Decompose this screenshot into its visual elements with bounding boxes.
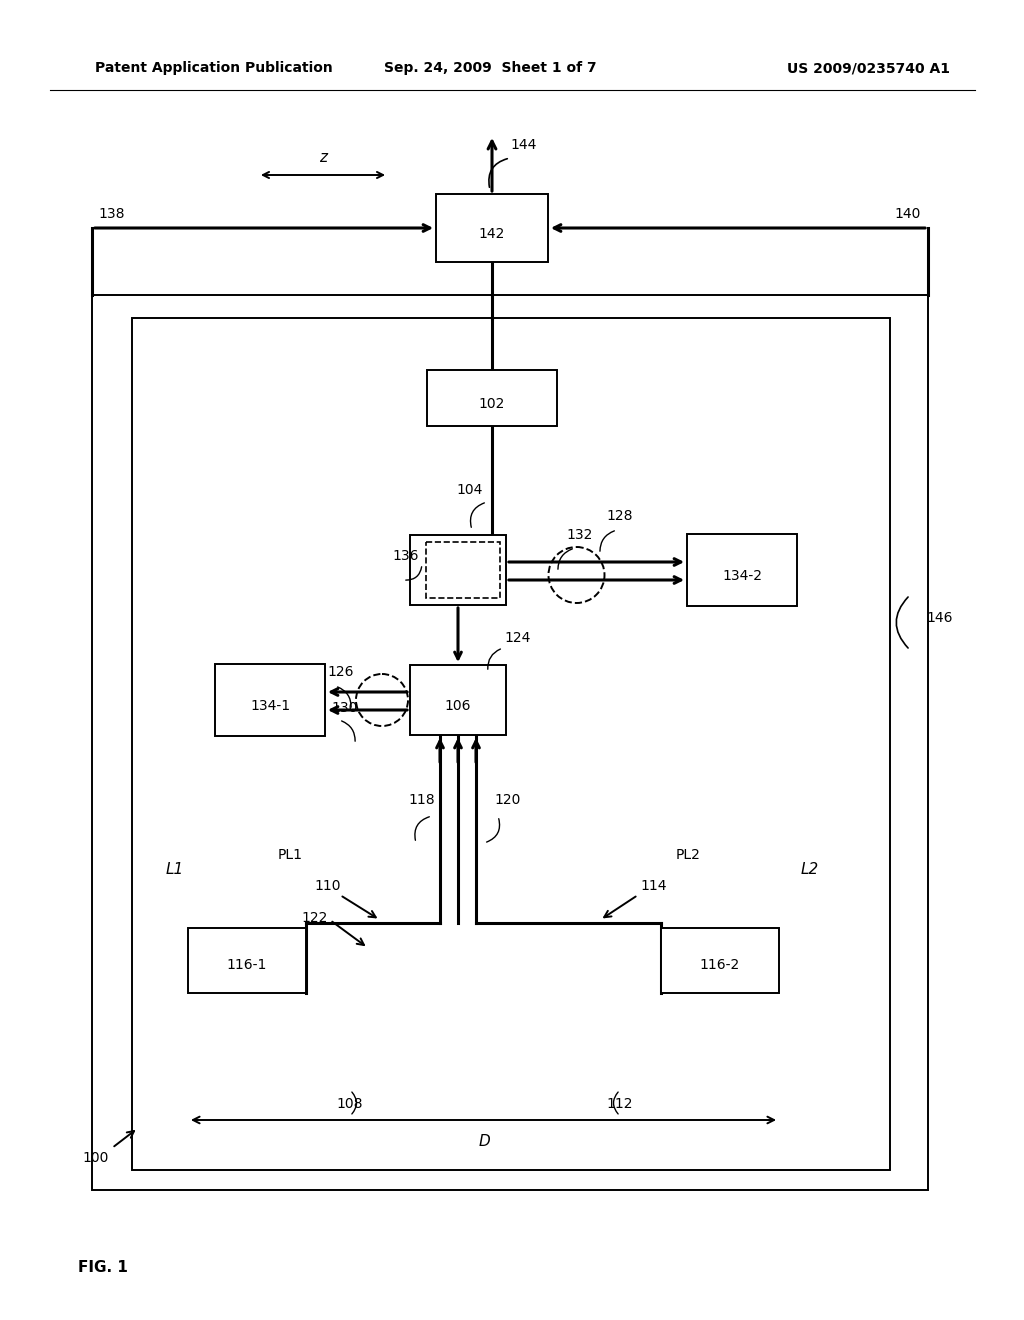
Text: 128: 128 (607, 510, 633, 523)
Text: 122: 122 (302, 911, 328, 925)
Bar (410, 535, 506, 605)
Bar (662, 928, 779, 993)
Bar (426, 543, 500, 598)
Text: 138: 138 (98, 207, 125, 220)
Text: L2: L2 (801, 862, 819, 878)
Text: 140: 140 (895, 207, 922, 220)
Text: 132: 132 (567, 528, 593, 543)
Text: 146: 146 (927, 611, 953, 624)
Bar (92, 294, 928, 1191)
Text: 110: 110 (314, 879, 341, 894)
Text: PL2: PL2 (676, 847, 700, 862)
Text: Sep. 24, 2009  Sheet 1 of 7: Sep. 24, 2009 Sheet 1 of 7 (384, 61, 596, 75)
Text: 116-1: 116-1 (226, 958, 267, 972)
Text: 106: 106 (444, 700, 471, 713)
Bar (410, 665, 506, 735)
Text: 100: 100 (83, 1151, 110, 1166)
Bar (215, 664, 325, 737)
Text: Patent Application Publication: Patent Application Publication (95, 61, 333, 75)
Text: 136: 136 (393, 549, 419, 564)
Text: 130: 130 (332, 701, 358, 715)
Text: 144: 144 (511, 139, 538, 152)
Text: FIG. 1: FIG. 1 (78, 1261, 128, 1275)
Text: US 2009/0235740 A1: US 2009/0235740 A1 (787, 61, 950, 75)
Bar (436, 194, 548, 261)
Text: D: D (478, 1134, 489, 1150)
Bar (687, 535, 797, 606)
Text: 142: 142 (479, 227, 505, 242)
Text: 120: 120 (495, 793, 521, 807)
Text: 102: 102 (479, 397, 505, 411)
Text: 116-2: 116-2 (699, 958, 740, 972)
Text: PL1: PL1 (278, 847, 302, 862)
Text: 124: 124 (505, 631, 531, 645)
Text: 134-1: 134-1 (250, 700, 290, 713)
Text: 108: 108 (337, 1097, 364, 1111)
Text: 114: 114 (641, 879, 668, 894)
Text: 126: 126 (328, 665, 354, 678)
Text: z: z (319, 150, 327, 165)
Bar (188, 928, 306, 993)
Text: 104: 104 (457, 483, 483, 498)
Text: 118: 118 (409, 793, 435, 807)
Bar (427, 370, 557, 426)
Bar (132, 318, 890, 1170)
Text: 112: 112 (607, 1097, 633, 1111)
Text: 134-2: 134-2 (722, 569, 762, 583)
Text: L1: L1 (166, 862, 184, 878)
